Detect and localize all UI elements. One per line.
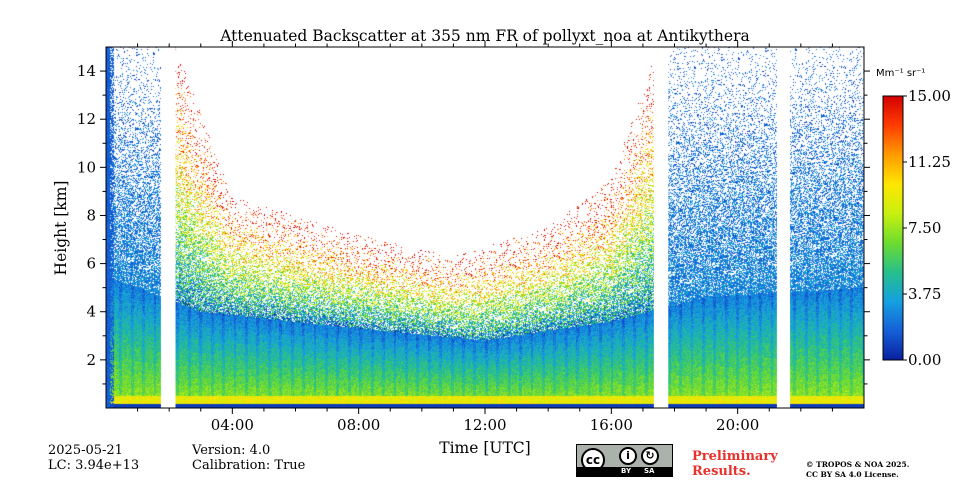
y-tick-label-3: 8: [86, 206, 96, 224]
x-axis-label: Time [UTC]: [439, 439, 530, 457]
preliminary-line2: Results.: [692, 464, 751, 479]
copyright-note: © TROPOS & NOA 2025. CC BY SA 4.0 Licens…: [806, 460, 909, 480]
y-tick-label-6: 14: [77, 62, 96, 80]
colorbar-unit: Mm⁻¹ sr⁻¹: [876, 68, 925, 79]
y-tick-label-0: 2: [86, 351, 96, 369]
data-gap-2: [777, 47, 790, 408]
preliminary-line1: Preliminary: [692, 449, 778, 464]
y-tick-label-2: 6: [86, 255, 96, 273]
y-tick-label-4: 10: [77, 158, 96, 176]
axes: 04:00 08:00 12:00 16:00 20:00 2 4 6 8 10 12 14: [77, 41, 870, 434]
colorbar-tick-label-2: 7.50: [908, 219, 941, 237]
colorbar-tick-label-1: 3.75: [908, 285, 941, 303]
copyright-line1: © TROPOS & NOA 2025.: [806, 460, 910, 469]
colorbar: 0.00 3.75 7.50 11.25 15.00: [882, 87, 951, 369]
preliminary-note: Preliminary Results.: [692, 449, 778, 479]
footer-date: 2025-05-21: [48, 443, 123, 458]
data-gap-0: [161, 47, 176, 408]
y-tick-label-5: 12: [77, 110, 96, 128]
cc-logo-text: cc: [585, 453, 601, 467]
x-tick-label-1: 08:00: [337, 416, 380, 434]
x-tick-label-0: 04:00: [211, 416, 254, 434]
backscatter-heatmap: [106, 47, 864, 408]
person-icon: i: [619, 447, 637, 465]
colorbar-tick-label-4: 15.00: [908, 87, 951, 105]
cc-badge-bar: BY SA: [577, 467, 672, 476]
colorbar-tick-label-3: 11.25: [908, 153, 951, 171]
x-tick-label-2: 12:00: [463, 416, 506, 434]
cc-license-badge: cc i ↻ BY SA: [576, 444, 673, 477]
share-alike-icon: ↻: [641, 447, 659, 465]
cc-sa-label: SA: [644, 467, 655, 475]
cc-by-label: BY: [621, 467, 632, 475]
x-tick-label-3: 16:00: [590, 416, 633, 434]
chart-title: Attenuated Backscatter at 355 nm FR of p…: [219, 27, 750, 45]
y-axis-label: Height [km]: [52, 181, 70, 276]
y-tick-label-1: 4: [86, 303, 96, 321]
footer-lc: LC: 3.94e+13: [48, 458, 140, 473]
copyright-line2: CC BY SA 4.0 License.: [806, 470, 899, 479]
x-tick-label-4: 20:00: [716, 416, 759, 434]
colorbar-tick-label-0: 0.00: [908, 351, 941, 369]
data-gap-1: [653, 47, 669, 408]
footer-version: Version: 4.0: [192, 443, 271, 458]
footer-calibration: Calibration: True: [192, 458, 306, 473]
colorbar-gradient: [882, 95, 904, 361]
plot-area: [106, 47, 864, 408]
